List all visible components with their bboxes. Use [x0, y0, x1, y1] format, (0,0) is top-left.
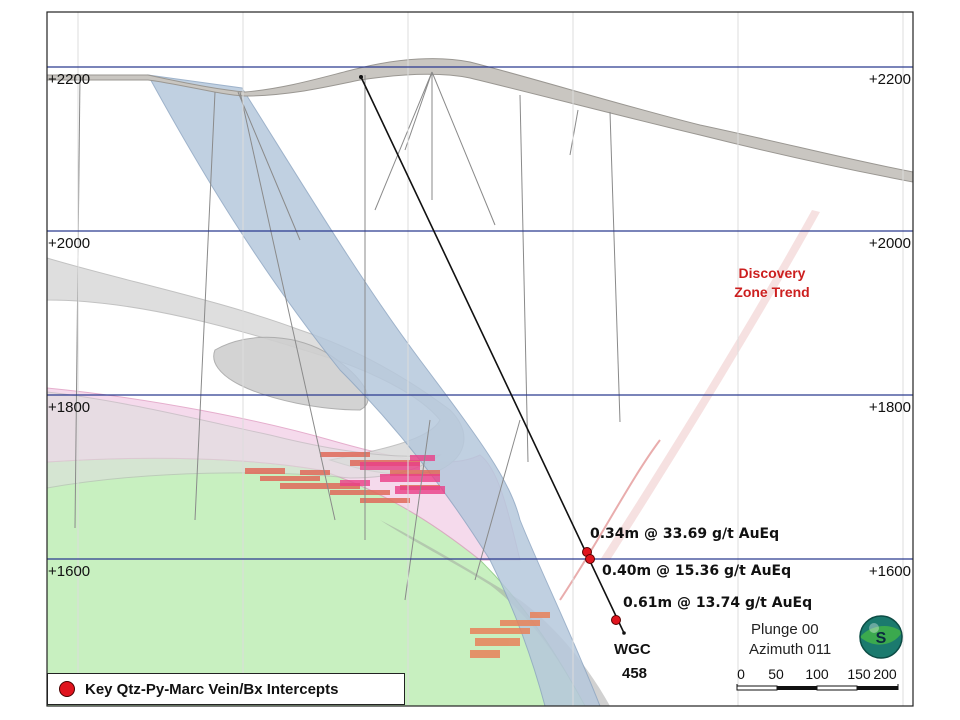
scale-tick-label: 200 [873, 666, 897, 682]
compass-globe-icon: S [859, 615, 903, 659]
elev-label-right: +1600 [869, 563, 911, 580]
svg-text:S: S [876, 630, 887, 647]
scale-tick-label: 50 [768, 666, 784, 682]
mineralized-cluster-lower [470, 612, 550, 658]
discovery-zone-trend [600, 210, 820, 560]
hole-name-line2: 458 [622, 665, 647, 682]
intercept-label-2: 0.40m @ 15.36 g/t AuEq [602, 563, 791, 579]
elev-label-left: +2000 [48, 235, 90, 252]
scale-tick-label: 150 [847, 666, 871, 682]
vertical-grid [77, 12, 904, 706]
wgc458-drill-trace [360, 76, 625, 634]
azimuth-label: Azimuth 011 [749, 641, 831, 658]
plunge-label: Plunge 00 [751, 621, 819, 638]
scale-bar: 0 50 100 150 200 [736, 666, 899, 691]
elev-label-right: +1800 [869, 399, 911, 416]
hole-collar [359, 75, 363, 79]
elev-label-left: +2200 [48, 71, 90, 88]
intercept-marker-3 [611, 615, 621, 625]
hole-name-line1: WGC [614, 641, 651, 658]
intercept-marker-swatch [59, 681, 75, 697]
drill-traces [74, 71, 621, 601]
elev-label-left: +1600 [48, 563, 90, 580]
hole-toe [622, 631, 626, 635]
scale-tick-label: 100 [805, 666, 829, 682]
elevation-lines [47, 66, 913, 560]
elev-label-left: +1800 [48, 399, 90, 416]
zone-label-line1: Discovery [739, 265, 806, 281]
elev-label-right: +2200 [869, 71, 911, 88]
intercept-label-3: 0.61m @ 13.74 g/t AuEq [623, 595, 812, 611]
legend: Key Qtz-Py-Marc Vein/Bx Intercepts [47, 673, 405, 705]
trend-line [559, 439, 661, 601]
elev-label-right: +2000 [869, 235, 911, 252]
topography-surface [47, 58, 913, 183]
intercept-label-1: 0.34m @ 33.69 g/t AuEq [590, 526, 779, 542]
section-frame [46, 11, 914, 707]
zone-label-line2: Zone Trend [734, 284, 809, 300]
intercept-marker-2 [585, 554, 595, 564]
legend-label: Key Qtz-Py-Marc Vein/Bx Intercepts [85, 680, 339, 698]
blue-vein [147, 74, 601, 706]
scale-tick-label: 0 [737, 666, 745, 682]
